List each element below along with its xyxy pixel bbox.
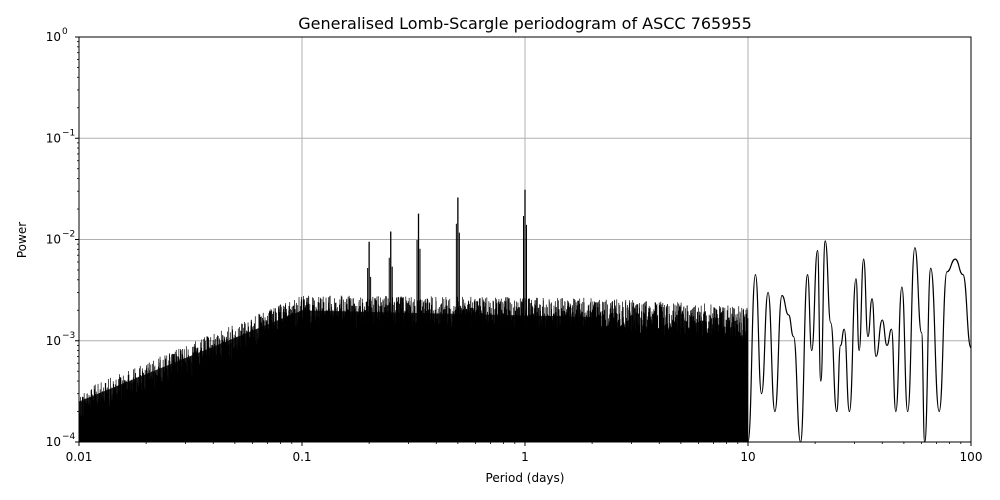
y-tick-exponent: −3 [62,331,75,341]
y-tick-label: 10 [46,233,61,247]
periodogram-long-period-line [747,240,972,443]
x-tick-label: 10 [740,450,755,464]
y-tick-base: 10 [46,131,61,145]
x-tick-label: 1 [521,450,529,464]
x-tick-label: 0.01 [66,450,93,464]
y-tick-label: 10 [46,334,61,348]
y-tick-base: 10 [46,30,61,44]
periodogram-dense-area [79,310,593,442]
x-axis-label: Period (days) [486,471,565,485]
y-tick-exponent: 0 [62,27,68,37]
y-tick-base: 10 [46,334,61,348]
y-tick-exponent: −2 [62,230,75,240]
y-tick-exponent: −1 [62,128,75,138]
y-tick-base: 10 [46,435,61,449]
chart-title: Generalised Lomb-Scargle periodogram of … [298,14,752,33]
y-tick-label: 10 [46,30,61,44]
periodogram-series [78,189,972,443]
x-tick-label: 0.1 [292,450,311,464]
y-axis-label: Power [15,222,29,258]
x-tick-label: 100 [960,450,983,464]
y-tick-label: 10 [46,131,61,145]
y-tick-base: 10 [46,233,61,247]
y-tick-exponent: −4 [62,432,76,442]
y-tick-label: 10 [46,435,61,449]
